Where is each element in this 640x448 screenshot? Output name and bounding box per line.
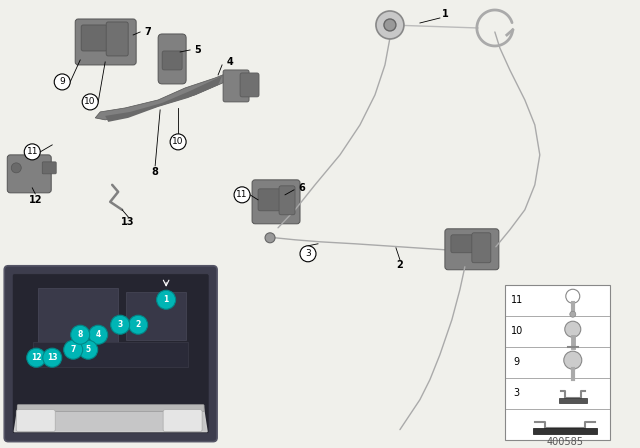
FancyBboxPatch shape xyxy=(163,409,202,431)
Circle shape xyxy=(43,348,61,367)
Polygon shape xyxy=(105,76,222,122)
Text: 11: 11 xyxy=(26,147,38,156)
Text: 10: 10 xyxy=(172,138,184,146)
Circle shape xyxy=(54,74,70,90)
FancyBboxPatch shape xyxy=(16,409,55,431)
FancyBboxPatch shape xyxy=(279,186,295,215)
Circle shape xyxy=(376,11,404,39)
Circle shape xyxy=(27,348,45,367)
FancyBboxPatch shape xyxy=(42,162,56,174)
FancyBboxPatch shape xyxy=(76,19,136,65)
FancyBboxPatch shape xyxy=(17,405,204,412)
FancyBboxPatch shape xyxy=(7,155,51,193)
Text: 6: 6 xyxy=(299,183,305,193)
FancyBboxPatch shape xyxy=(445,229,499,270)
Text: 9: 9 xyxy=(514,357,520,367)
FancyBboxPatch shape xyxy=(12,274,209,434)
Circle shape xyxy=(157,290,175,309)
Text: 400585: 400585 xyxy=(547,437,583,447)
Text: 1: 1 xyxy=(163,295,169,304)
Text: 8: 8 xyxy=(152,167,159,177)
Circle shape xyxy=(564,351,582,369)
Text: 8: 8 xyxy=(77,330,83,339)
Circle shape xyxy=(170,134,186,150)
Circle shape xyxy=(12,163,21,173)
Text: 12: 12 xyxy=(29,195,42,205)
FancyBboxPatch shape xyxy=(223,70,249,102)
Text: 13: 13 xyxy=(122,217,135,227)
FancyBboxPatch shape xyxy=(106,22,128,56)
Text: 12: 12 xyxy=(31,353,42,362)
Text: 7: 7 xyxy=(70,345,76,354)
FancyBboxPatch shape xyxy=(258,189,282,211)
Text: 11: 11 xyxy=(236,190,248,199)
Text: 5: 5 xyxy=(86,345,91,354)
Circle shape xyxy=(570,311,576,317)
Circle shape xyxy=(111,315,130,334)
Circle shape xyxy=(300,246,316,262)
Circle shape xyxy=(234,187,250,203)
Circle shape xyxy=(129,315,148,334)
Text: 10: 10 xyxy=(84,97,96,107)
Text: 5: 5 xyxy=(195,45,202,55)
Text: 10: 10 xyxy=(511,326,523,336)
Circle shape xyxy=(89,325,108,344)
Text: 1: 1 xyxy=(442,9,448,19)
Circle shape xyxy=(82,94,98,110)
Text: 7: 7 xyxy=(145,27,152,37)
FancyBboxPatch shape xyxy=(162,51,182,70)
FancyBboxPatch shape xyxy=(472,233,491,263)
Text: 13: 13 xyxy=(47,353,58,362)
Circle shape xyxy=(384,19,396,31)
Text: 2: 2 xyxy=(397,260,403,270)
Circle shape xyxy=(79,340,98,359)
Bar xyxy=(38,288,118,343)
Bar xyxy=(505,285,610,439)
Bar xyxy=(559,398,587,403)
FancyBboxPatch shape xyxy=(240,73,259,97)
Bar xyxy=(126,292,186,340)
FancyBboxPatch shape xyxy=(252,180,300,224)
FancyBboxPatch shape xyxy=(81,25,107,51)
Text: 9: 9 xyxy=(60,78,65,86)
Text: 3: 3 xyxy=(118,320,123,329)
Circle shape xyxy=(70,325,90,344)
Polygon shape xyxy=(14,405,207,431)
Circle shape xyxy=(564,321,580,337)
Circle shape xyxy=(265,233,275,243)
Text: 4: 4 xyxy=(227,57,234,67)
FancyBboxPatch shape xyxy=(451,235,473,253)
FancyBboxPatch shape xyxy=(4,266,217,442)
Circle shape xyxy=(24,144,40,160)
Polygon shape xyxy=(95,72,230,120)
Text: 4: 4 xyxy=(95,330,101,339)
Text: 3: 3 xyxy=(514,388,520,398)
Bar xyxy=(533,428,596,434)
FancyBboxPatch shape xyxy=(158,34,186,84)
Bar xyxy=(33,342,188,367)
Text: 11: 11 xyxy=(511,295,523,305)
Text: 3: 3 xyxy=(305,249,311,258)
Text: 2: 2 xyxy=(136,320,141,329)
Circle shape xyxy=(64,340,83,359)
